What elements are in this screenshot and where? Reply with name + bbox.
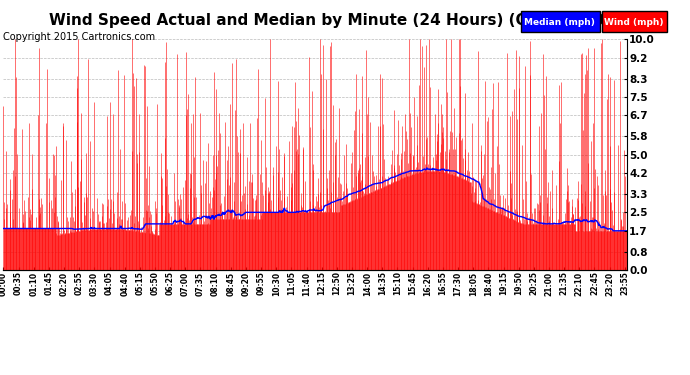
- Text: Copyright 2015 Cartronics.com: Copyright 2015 Cartronics.com: [3, 32, 155, 42]
- Text: Wind (mph): Wind (mph): [604, 18, 664, 27]
- Text: Median (mph): Median (mph): [524, 18, 595, 27]
- Text: Wind Speed Actual and Median by Minute (24 Hours) (Old) 20150903: Wind Speed Actual and Median by Minute (…: [49, 13, 641, 28]
